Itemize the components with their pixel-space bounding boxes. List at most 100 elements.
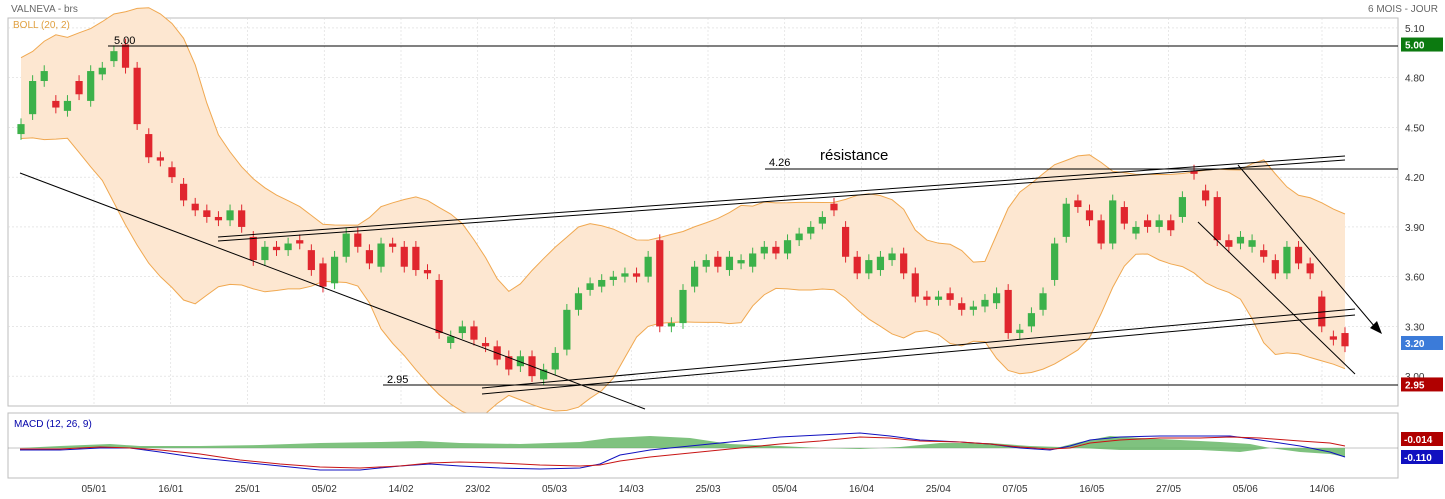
- macd-tag-label: -0.014: [1404, 435, 1433, 446]
- price-tick-label: 3.30: [1405, 322, 1425, 333]
- candle-up: [1109, 200, 1117, 244]
- candle-up: [563, 309, 571, 350]
- price-tag: [1401, 335, 1443, 350]
- candle-down: [911, 273, 919, 297]
- date-tick-label: 25/04: [926, 484, 951, 495]
- candle-down: [1190, 170, 1198, 174]
- level-500-label: 5.00: [114, 35, 135, 47]
- channel-top-line-2: [217, 159, 1346, 242]
- candle-up: [679, 289, 687, 324]
- candle-down: [900, 253, 908, 274]
- candle-down: [481, 342, 490, 347]
- candle-down: [923, 296, 931, 300]
- annotation-lines: [19, 45, 1398, 410]
- candle-up: [691, 266, 699, 287]
- candle-down: [400, 246, 408, 267]
- candle-down: [1167, 220, 1175, 231]
- price-tick-label: 3.90: [1405, 223, 1425, 234]
- candle-down: [133, 67, 141, 125]
- candlesticks: [17, 38, 1349, 386]
- date-tick-label: 05/06: [1233, 484, 1258, 495]
- candle-up: [1283, 246, 1291, 274]
- date-tick-label: 14/02: [388, 484, 413, 495]
- candle-down: [1341, 333, 1349, 347]
- candle-up: [458, 326, 466, 334]
- candle-up: [725, 256, 734, 271]
- price-tick-label: 3.60: [1405, 273, 1425, 284]
- date-tick-label: 16/01: [158, 484, 183, 495]
- candle-down: [470, 326, 478, 340]
- candle-up: [969, 306, 977, 310]
- channel-bottom-line-2: [481, 314, 1356, 395]
- candle-up: [609, 276, 617, 280]
- candle-down: [168, 167, 176, 178]
- price-tick-label: 4.50: [1405, 123, 1425, 134]
- candle-up: [1051, 243, 1059, 280]
- candle-up: [981, 299, 989, 307]
- trend-arrow-icon: [1370, 321, 1382, 334]
- candle-down: [830, 203, 838, 211]
- candle-down: [319, 263, 327, 287]
- candle-up: [737, 260, 745, 264]
- candle-up: [40, 71, 48, 82]
- candle-up: [330, 256, 339, 284]
- price-axis: 5.104.804.504.203.903.603.303.00: [1405, 24, 1425, 383]
- candle-up: [1155, 220, 1163, 227]
- candle-up: [1132, 226, 1140, 234]
- candle-up: [1016, 329, 1024, 334]
- candle-down: [946, 293, 954, 300]
- candle-down: [75, 81, 83, 95]
- candle-down: [1213, 197, 1221, 241]
- candle-down: [365, 250, 374, 264]
- candle-up: [586, 283, 594, 290]
- candle-down: [156, 157, 164, 161]
- candle-up: [63, 100, 72, 111]
- candle-up: [574, 293, 583, 310]
- candle-down: [656, 240, 664, 327]
- price-tick-label: 4.20: [1405, 173, 1425, 184]
- candle-down: [435, 279, 443, 334]
- candle-down: [296, 240, 304, 244]
- macd-tag: [1401, 432, 1443, 446]
- falling-channel-lower: [1197, 221, 1356, 375]
- price-tick-label: 5.10: [1405, 24, 1425, 35]
- candle-down: [307, 250, 315, 271]
- candle-down: [1306, 263, 1314, 274]
- candle-up: [865, 260, 873, 274]
- candle-down: [505, 356, 513, 370]
- price-tag-label: 3.20: [1405, 339, 1425, 350]
- candle-down: [1329, 336, 1337, 340]
- period-label: 6 MOIS - JOUR: [1368, 4, 1438, 15]
- price-tag: [1401, 377, 1443, 392]
- candle-down: [853, 256, 861, 274]
- candle-up: [377, 243, 385, 267]
- candle-down: [272, 246, 281, 251]
- price-tag-label: 5.00: [1405, 41, 1425, 52]
- candle-down: [1271, 260, 1279, 274]
- candle-up: [795, 233, 803, 241]
- candle-down: [1318, 296, 1326, 327]
- candle-down: [1074, 200, 1082, 208]
- bollinger-band: [21, 7, 1345, 416]
- candle-down: [238, 210, 246, 227]
- candle-down: [1225, 240, 1233, 247]
- candle-up: [644, 256, 652, 277]
- date-tick-label: 23/02: [465, 484, 490, 495]
- candle-down: [145, 134, 153, 158]
- candle-up: [749, 253, 757, 267]
- macd-line: [20, 432, 1346, 471]
- candle-down: [632, 273, 641, 277]
- date-tick-label: 14/03: [619, 484, 644, 495]
- candle-down: [1120, 207, 1128, 224]
- price-tag: [1401, 37, 1443, 52]
- candle-down: [1085, 210, 1094, 221]
- candle-down: [958, 303, 966, 310]
- candle-up: [992, 293, 1001, 304]
- candle-down: [1260, 250, 1268, 257]
- candle-down: [203, 210, 211, 217]
- candle-up: [87, 71, 95, 101]
- macd-tag-label: -0.110: [1404, 453, 1432, 464]
- level-295-label: 2.95: [387, 374, 408, 386]
- candle-up: [226, 210, 234, 221]
- price-tick-label: 4.80: [1405, 74, 1425, 85]
